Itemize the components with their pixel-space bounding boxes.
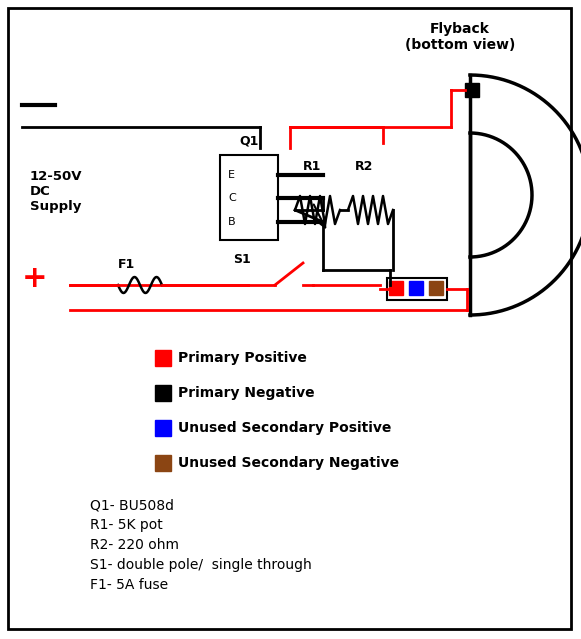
Bar [465,83,479,97]
Text: Unused Secondary Positive: Unused Secondary Positive [178,421,392,435]
Text: R1- 5K pot: R1- 5K pot [90,518,163,532]
Bar [387,278,447,300]
Bar [155,420,171,436]
Text: R2- 220 ohm: R2- 220 ohm [90,538,179,552]
Text: C: C [228,193,236,203]
Text: Primary Positive: Primary Positive [178,351,307,365]
Bar [220,155,278,240]
Text: Primary Negative: Primary Negative [178,386,315,400]
Text: E: E [228,170,235,180]
Text: F1: F1 [118,258,135,271]
Text: +: + [22,263,48,293]
Text: S1: S1 [233,253,251,266]
Bar [155,385,171,401]
Bar [389,281,403,295]
Bar [429,281,443,295]
Bar [155,455,171,471]
Text: Flyback
(bottom view): Flyback (bottom view) [405,22,515,52]
Bar [155,350,171,366]
Text: 12-50V
DC
Supply: 12-50V DC Supply [30,170,83,213]
Bar [409,281,423,295]
Text: B: B [228,217,236,227]
Text: Q1: Q1 [239,134,259,147]
Text: Q1- BU508d: Q1- BU508d [90,498,174,512]
Text: R2: R2 [355,160,374,173]
Text: F1- 5A fuse: F1- 5A fuse [90,578,168,592]
Text: S1- double pole/  single through: S1- double pole/ single through [90,558,312,572]
Text: R1: R1 [303,160,321,173]
Text: Unused Secondary Negative: Unused Secondary Negative [178,456,399,470]
